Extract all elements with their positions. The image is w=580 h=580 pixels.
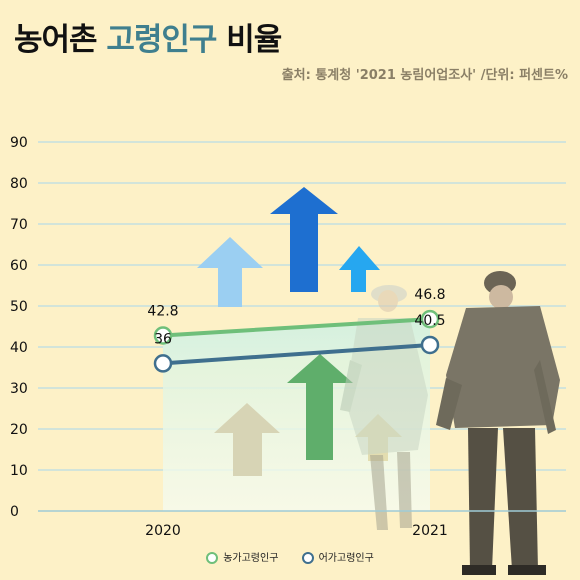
legend-item-fish: 어가고령인구 (301, 549, 374, 564)
legend-label-farm: 농가고령인구 (223, 553, 279, 564)
series-line-fish (161, 342, 432, 366)
elderly-man-figure (436, 271, 560, 575)
y-tick-label: 10 (10, 463, 28, 479)
legend-item-farm: 농가고령인구 (206, 549, 278, 564)
y-tick-label: 30 (10, 381, 28, 397)
title-tail: 비율 (226, 22, 282, 58)
y-tick-label: 50 (10, 299, 28, 315)
y-tick-label: 70 (10, 217, 28, 233)
elderly-woman-figure (340, 285, 428, 530)
data-point-fish (420, 335, 440, 355)
axis-layer: 0 10 20 30 40 50 60 70 80 90 2020 2021 (10, 135, 566, 539)
y-tick-label: 0 (10, 504, 19, 520)
legend-label-fish: 어가고령인구 (318, 553, 374, 564)
arrow-icon (270, 187, 338, 292)
data-point-fish (153, 354, 173, 373)
series-layer: 42.8 46.8 36 40.5 (147, 287, 446, 373)
y-tick-label: 90 (10, 135, 28, 151)
y-tick-label: 60 (10, 258, 28, 274)
arrow-icon (197, 237, 263, 307)
title-main: 농어촌 (14, 22, 98, 58)
arrow-icon (214, 403, 280, 476)
x-tick-label: 2021 (412, 523, 448, 539)
legend-marker-fish (301, 552, 314, 564)
y-tick-label: 80 (10, 176, 28, 192)
arrow-icon (287, 354, 353, 460)
data-point-farm (420, 309, 440, 329)
data-label-farm: 42.8 (147, 304, 178, 320)
data-label-fish: 40.5 (414, 313, 445, 329)
data-label-farm: 46.8 (414, 287, 445, 303)
x-tick-label: 2020 (145, 523, 181, 539)
title-accent: 고령인구 (106, 22, 217, 58)
data-label-fish: 36 (154, 331, 172, 347)
chart-legend: 농가고령인구 어가고령인구 (0, 549, 580, 564)
source-note: 출처: 통계청 '2021 농림어업조사' /단위: 퍼센트% (281, 68, 568, 83)
y-tick-label: 40 (10, 340, 28, 356)
y-tick-label: 20 (10, 422, 28, 438)
page-title: 농어촌 고령인구 비율 (14, 14, 282, 59)
arrow-icon (339, 246, 380, 292)
data-point-farm (153, 326, 173, 345)
elderly-couple-illustration (340, 271, 560, 575)
series-line-farm (161, 317, 432, 338)
legend-marker-farm (206, 552, 219, 564)
decorative-arrows (197, 187, 402, 476)
